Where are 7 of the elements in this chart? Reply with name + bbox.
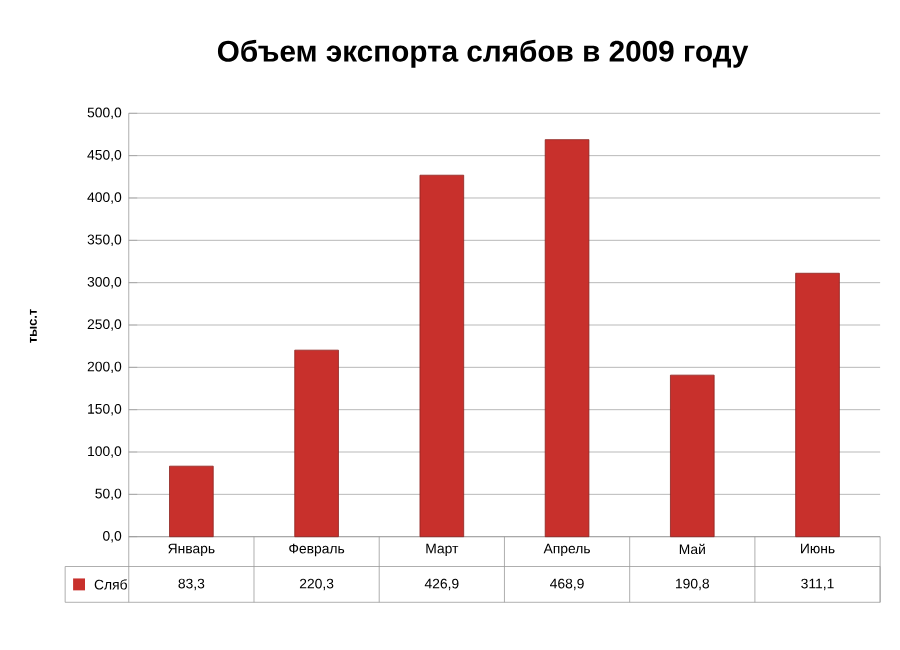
bar <box>544 139 590 538</box>
chart-title: Объем экспорта слябов в 2009 году <box>217 39 749 68</box>
bar <box>419 174 465 538</box>
bar <box>670 374 715 538</box>
bar <box>795 272 840 538</box>
bar <box>169 465 214 538</box>
bar <box>294 349 339 538</box>
